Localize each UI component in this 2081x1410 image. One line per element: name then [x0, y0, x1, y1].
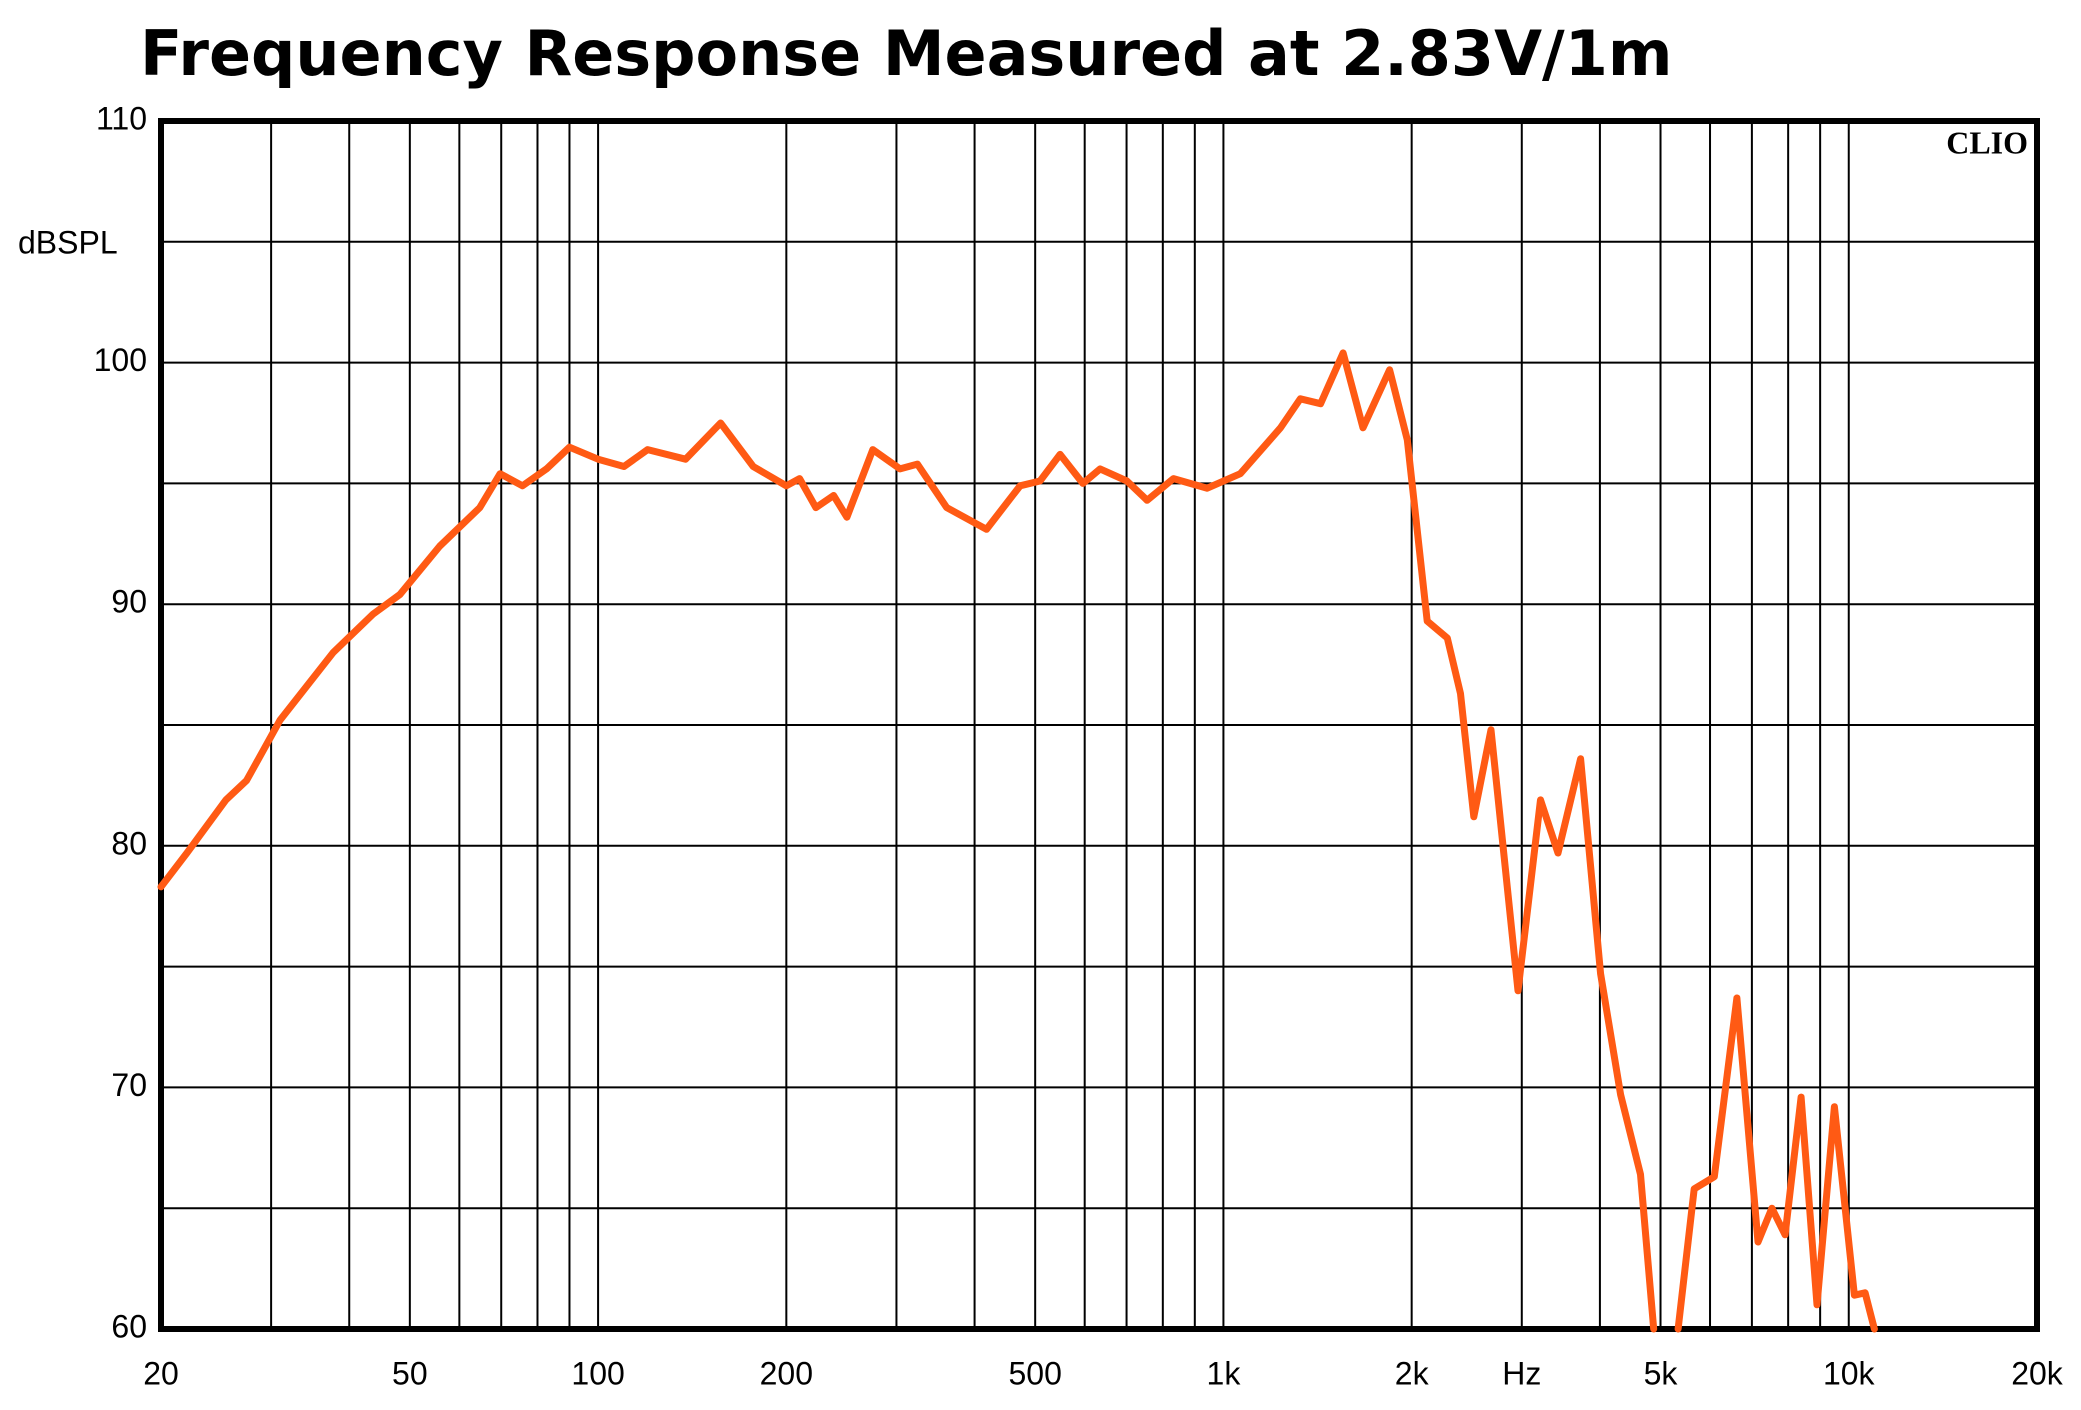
x-tick-label: 200 — [760, 1355, 813, 1391]
annotation: CLIO — [1946, 124, 2028, 160]
chart-title: Frequency Response Measured at 2.83V/1m — [140, 17, 1672, 90]
x-tick-label: 5k — [1644, 1355, 1679, 1391]
y-axis-label: dBSPL — [18, 224, 118, 260]
x-tick-label: 2k — [1395, 1355, 1430, 1391]
plot-frame — [158, 118, 2040, 1332]
y-tick-label: 60 — [111, 1308, 147, 1344]
x-tick-label: 10k — [1823, 1355, 1876, 1391]
y-tick-label: 110 — [96, 100, 147, 136]
y-tick-label: 70 — [111, 1067, 147, 1103]
x-tick-label: 100 — [571, 1355, 624, 1391]
y-tick-label: 100 — [94, 342, 147, 378]
x-axis-label: Hz — [1502, 1355, 1541, 1391]
y-tick-label: 80 — [111, 825, 147, 861]
response-line — [157, 349, 1878, 1333]
x-tick-label: 50 — [392, 1355, 428, 1391]
x-tick-label: 500 — [1008, 1355, 1061, 1391]
y-tick-label: 90 — [111, 584, 147, 620]
x-tick-label: 1k — [1207, 1355, 1242, 1391]
x-tick-label: 20 — [143, 1355, 179, 1391]
x-tick-label: 20k — [2011, 1355, 2064, 1391]
